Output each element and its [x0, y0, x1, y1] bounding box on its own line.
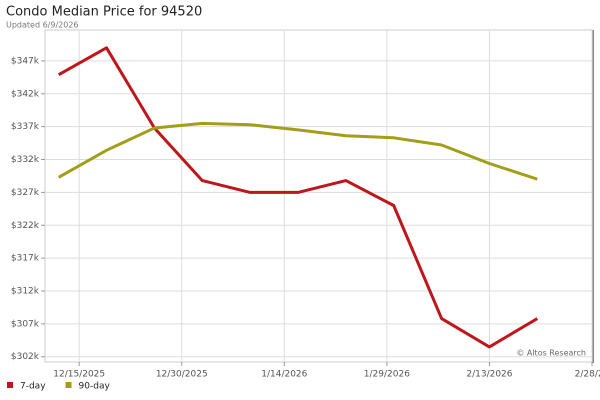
legend-swatch: [65, 382, 72, 388]
y-tick-label: $302k: [11, 352, 40, 362]
legend-label: 7-day: [20, 382, 46, 392]
legend-label: 90-day: [79, 382, 111, 392]
x-tick-label: 1/14/2026: [261, 370, 307, 380]
y-tick-label: $347k: [11, 56, 40, 66]
legend-swatch: [7, 382, 13, 388]
data-line: [57, 46, 539, 349]
y-tick-label: $342k: [11, 89, 40, 99]
x-tick-label: 12/30/2025: [156, 370, 208, 380]
y-tick-label: $307k: [11, 319, 40, 329]
watermark: © Altos Research: [516, 349, 586, 358]
plot-area: [44, 29, 593, 363]
data-line: [57, 121, 538, 181]
y-tick-label: $322k: [11, 221, 40, 231]
y-tick-label: $312k: [11, 286, 40, 296]
chart-title: Condo Median Price for 94520: [6, 5, 202, 20]
y-tick-label: $327k: [11, 188, 40, 198]
x-tick-label: 1/29/2026: [364, 370, 410, 380]
chart-subtitle: Updated 6/9/2026: [6, 21, 79, 30]
y-tick-label: $317k: [11, 254, 40, 264]
x-tick-label: 12/15/2025: [53, 370, 105, 380]
x-tick-label: 2/13/2026: [466, 370, 512, 380]
y-tick-label: $332k: [11, 155, 40, 165]
x-tick-label: 2/28/20: [575, 370, 600, 380]
y-tick-label: $337k: [11, 122, 40, 132]
